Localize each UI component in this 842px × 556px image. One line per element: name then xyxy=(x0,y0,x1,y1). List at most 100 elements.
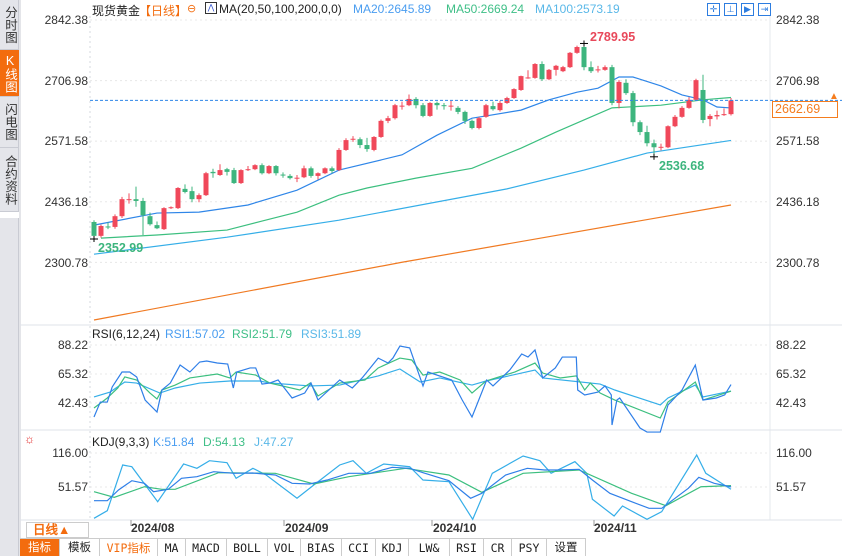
candle-down xyxy=(259,165,265,174)
candle-up xyxy=(574,47,580,53)
candle-down xyxy=(630,93,636,123)
tab-vip-indicators[interactable]: VIP指标 xyxy=(100,539,158,556)
indicator-cr-button[interactable]: CR xyxy=(484,539,512,556)
sidebar: 分时图 K线图 闪电图 合约资料 xyxy=(0,0,19,556)
candle-down xyxy=(308,168,314,176)
sidebar-tab-kline[interactable]: K线图 xyxy=(0,50,19,97)
indicator-toolbar: 指标 模板 VIP指标 MA MACD BOLL VOL BIAS CCI KD… xyxy=(20,538,586,556)
right-axis-label: 2436.18 xyxy=(776,195,820,209)
symbol-name: 现货黄金 xyxy=(92,4,141,18)
sidebar-tab-timeshare[interactable]: 分时图 xyxy=(0,0,19,50)
indicator-bias-button[interactable]: BIAS xyxy=(301,539,342,556)
rsi-title: RSI(6,12,24) xyxy=(92,327,161,341)
candle-up xyxy=(196,195,202,200)
ma20-value: MA20:2645.89 xyxy=(353,2,432,16)
ma200-line xyxy=(93,204,732,321)
rsi-axis-label: 65.32 xyxy=(57,367,88,381)
indicator-rsi-button[interactable]: RSI xyxy=(450,539,484,556)
kdj-axis-label: 116.00 xyxy=(776,446,812,460)
candle-down xyxy=(490,106,496,110)
rsi-axis-label: 42.43 xyxy=(57,396,88,410)
kdj-d-value: D:54.13 xyxy=(203,435,246,449)
jump-end-icon[interactable]: ⇥ xyxy=(758,3,771,16)
kdj-k-line xyxy=(94,466,732,509)
candle-down xyxy=(105,226,111,228)
candle-up xyxy=(399,105,405,107)
candle-up xyxy=(686,99,692,108)
candle-down xyxy=(462,111,468,121)
indicator-psy-button[interactable]: PSY xyxy=(512,539,547,556)
rsi2-line xyxy=(93,357,732,419)
candle-up xyxy=(532,64,538,78)
tab-indicators[interactable]: 指标 xyxy=(20,539,60,556)
candle-up xyxy=(301,168,307,178)
indicator-ma-button[interactable]: MA xyxy=(158,539,186,556)
candle-down xyxy=(182,188,188,193)
ma50-value: MA50:2669.24 xyxy=(446,2,525,16)
candle-down xyxy=(588,67,594,72)
candle-down xyxy=(609,67,615,103)
play-icon[interactable]: ▶ xyxy=(741,3,754,16)
rsi3-line xyxy=(93,368,732,406)
low-price-annotation: 2536.68 xyxy=(659,159,705,173)
tab-templates[interactable]: 模板 xyxy=(60,539,100,556)
collapse-circle-icon[interactable]: ⊖ xyxy=(187,3,197,15)
candle-up xyxy=(672,116,678,127)
candle-up xyxy=(693,80,699,100)
sidebar-tab-contract-info[interactable]: 合约资料 xyxy=(0,148,19,212)
price-up-arrow-icon: ▲ xyxy=(829,91,839,102)
crosshair-icon[interactable]: ✛ xyxy=(707,3,720,16)
kdj-title: KDJ(9,3,3) xyxy=(92,435,150,449)
kdj-axis-label: 51.57 xyxy=(776,480,807,494)
rsi-axis-label: 65.32 xyxy=(776,367,807,381)
settings-button[interactable]: 设置 xyxy=(547,539,586,556)
ma100-value: MA100:2573.19 xyxy=(535,2,620,16)
candle-up xyxy=(476,118,482,129)
last-price-tag: 2662.69 xyxy=(772,101,838,118)
period-label: 【日线】 xyxy=(139,4,188,18)
candle-up xyxy=(126,199,132,201)
candle-up xyxy=(483,105,489,117)
period-selector-button[interactable]: 日线▲ xyxy=(26,522,89,538)
zoom-range-icon[interactable]: ⊥ xyxy=(724,3,737,16)
candle-down xyxy=(637,122,643,133)
ma50-line xyxy=(100,96,732,239)
start-low-annotation: 2352.99 xyxy=(98,241,144,255)
rsi-axis-label: 88.22 xyxy=(776,338,807,352)
candle-up xyxy=(665,126,671,148)
left-axis-label: 2300.78 xyxy=(44,256,88,270)
candle-down xyxy=(231,170,237,184)
indicator-params[interactable]: MA(20,50,100,200,0,0) xyxy=(219,2,342,16)
date-label: 2024/10 xyxy=(433,521,477,535)
indicator-chart-icon[interactable]: ⋀ xyxy=(205,2,217,14)
candle-up xyxy=(294,177,300,179)
candle-down xyxy=(455,107,461,112)
rsi3-value: RSI3:51.89 xyxy=(301,327,362,341)
candle-down xyxy=(224,169,230,172)
candle-up xyxy=(343,140,349,150)
right-axis-label: 2300.78 xyxy=(776,256,820,270)
candle-down xyxy=(189,191,195,200)
candle-up xyxy=(721,114,727,116)
kdj-settings-sun-icon[interactable]: ☼ xyxy=(24,432,35,446)
candle-down xyxy=(133,199,139,201)
candle-up xyxy=(336,149,342,171)
indicator-boll-button[interactable]: BOLL xyxy=(227,539,268,556)
candle-up xyxy=(378,120,384,137)
sidebar-tab-flash[interactable]: 闪电图 xyxy=(0,97,19,148)
candle-up xyxy=(714,115,720,117)
indicator-cci-button[interactable]: CCI xyxy=(342,539,376,556)
candle-down xyxy=(273,166,279,174)
indicator-macd-button[interactable]: MACD xyxy=(186,539,227,556)
left-axis-label: 2706.98 xyxy=(44,74,88,88)
candle-down xyxy=(154,225,160,229)
kdj-d-line xyxy=(93,467,732,507)
candle-up xyxy=(392,105,398,119)
candle-up xyxy=(119,199,125,217)
indicator-vol-button[interactable]: VOL xyxy=(268,539,301,556)
candle-up xyxy=(175,187,181,209)
indicator-lwr-button[interactable]: LW& xyxy=(409,539,450,556)
indicator-kdj-button[interactable]: KDJ xyxy=(376,539,409,556)
